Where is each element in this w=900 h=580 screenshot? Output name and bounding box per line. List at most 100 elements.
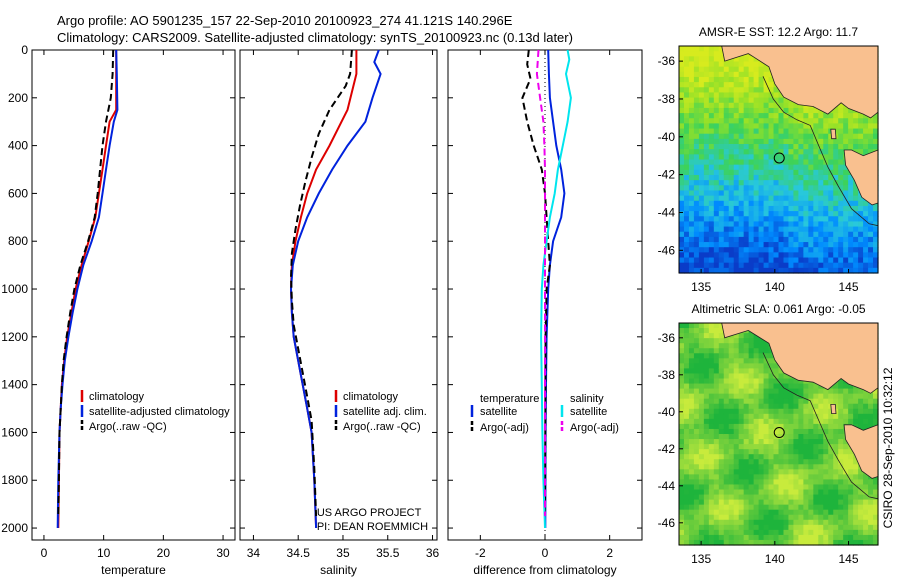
map-cell xyxy=(728,519,735,526)
map-cell xyxy=(853,403,859,410)
map-cell xyxy=(723,434,730,440)
x-tick-label: 145 xyxy=(839,280,859,294)
map-cell xyxy=(868,509,874,516)
map-cell xyxy=(833,247,839,253)
map-cell xyxy=(838,236,844,243)
map-cell xyxy=(798,418,804,425)
map-cell xyxy=(728,464,735,470)
map-cell xyxy=(713,343,720,349)
map-cell xyxy=(698,388,705,395)
map-cell xyxy=(693,363,700,370)
map-cell xyxy=(738,479,745,486)
map-cell xyxy=(833,211,839,217)
map-cell xyxy=(679,388,685,395)
map-cell xyxy=(733,169,740,176)
map-cell xyxy=(853,231,859,238)
map-cell xyxy=(758,195,765,202)
map-cell xyxy=(793,494,799,501)
map-cell xyxy=(698,51,705,57)
map-cell xyxy=(803,123,809,130)
map-cell xyxy=(679,514,685,521)
map-cell xyxy=(748,164,755,171)
map-cell xyxy=(738,195,745,202)
map-cell xyxy=(688,323,695,329)
map-cell xyxy=(748,539,755,546)
map-cell xyxy=(828,529,834,536)
map-cell xyxy=(693,393,700,400)
map-cell xyxy=(718,328,725,334)
map-cell xyxy=(758,479,765,486)
map-cell xyxy=(863,205,869,212)
map-cell xyxy=(683,211,690,217)
map-cell xyxy=(838,216,844,223)
map-cell xyxy=(798,504,804,511)
map-cell xyxy=(708,221,715,228)
map-cell xyxy=(703,185,710,192)
map-cell xyxy=(703,138,710,145)
map-cell xyxy=(768,242,775,248)
map-cell xyxy=(679,423,685,430)
map-cell xyxy=(679,534,685,541)
map-cell xyxy=(728,348,735,354)
map-cell xyxy=(698,428,705,435)
map-cell xyxy=(723,444,730,450)
map-cell xyxy=(758,378,765,385)
map-cell xyxy=(758,403,765,410)
map-cell xyxy=(793,479,799,486)
map-cell xyxy=(723,154,730,161)
map-cell xyxy=(748,534,755,541)
map-cell xyxy=(679,169,685,176)
map-cell xyxy=(853,418,859,425)
map-cell xyxy=(798,534,804,541)
map-cell xyxy=(748,113,755,119)
map-cell xyxy=(698,454,705,460)
map-cell xyxy=(738,514,745,521)
map-cell xyxy=(823,221,829,228)
map-cell xyxy=(743,180,750,186)
map-cell xyxy=(693,323,700,329)
map-cell xyxy=(743,66,750,73)
map-cell xyxy=(763,107,770,114)
map-cell xyxy=(688,267,695,274)
map-cell xyxy=(778,464,785,470)
map-cell xyxy=(783,403,790,410)
map-cell xyxy=(818,231,824,238)
map-cell xyxy=(768,221,775,228)
map-cell xyxy=(703,403,710,410)
map-cell xyxy=(793,514,799,521)
map-cell xyxy=(713,449,720,455)
map-cell xyxy=(713,484,720,491)
map-cell xyxy=(718,539,725,546)
map-cell xyxy=(753,484,760,491)
map-cell xyxy=(808,267,814,274)
map-cell xyxy=(768,87,775,94)
map-cell xyxy=(743,333,750,339)
map-cell xyxy=(868,484,874,491)
map-cell xyxy=(683,514,690,521)
map-cell xyxy=(679,348,685,354)
map-cell xyxy=(723,529,730,536)
map-cell xyxy=(718,92,725,99)
map-cell xyxy=(793,428,799,435)
map-cell xyxy=(728,499,735,506)
map-cell xyxy=(868,403,874,410)
map-cell xyxy=(708,149,715,155)
map-cell xyxy=(718,185,725,192)
map-cell xyxy=(758,242,765,248)
map-cell xyxy=(813,484,819,491)
map-cell xyxy=(853,185,859,192)
map-cell xyxy=(679,464,685,470)
map-cell xyxy=(743,138,750,145)
map-cell xyxy=(743,216,750,223)
map-cell xyxy=(818,262,824,269)
map-cell xyxy=(679,71,685,78)
map-cell xyxy=(683,174,690,181)
map-cell xyxy=(703,479,710,486)
map-cell xyxy=(688,226,695,233)
map-cell xyxy=(778,469,785,475)
map-cell xyxy=(823,539,829,546)
map-cell xyxy=(823,174,829,181)
map-cell xyxy=(753,216,760,223)
map-cell xyxy=(828,393,834,400)
map-cell xyxy=(713,82,720,88)
